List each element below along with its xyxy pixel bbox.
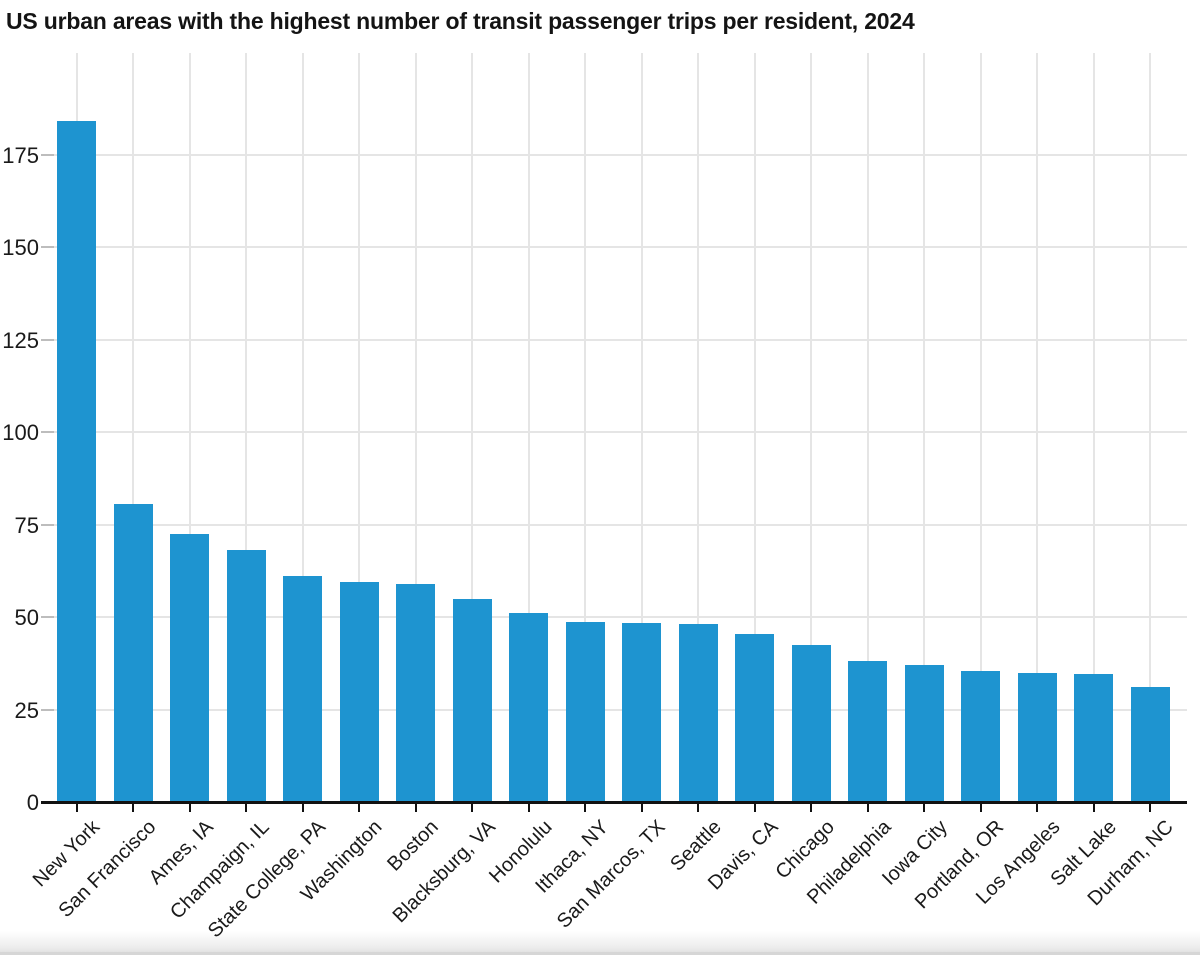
x-axis-tick [414,804,417,812]
y-axis-tick-label: 100 [2,420,39,445]
y-gridline [54,246,1187,248]
x-axis-tick [753,804,756,812]
x-gridline [1092,53,1095,802]
x-gridline [979,53,982,802]
x-gridline [527,53,530,802]
x-axis-line [41,801,1187,804]
bar-blacksburg-va [452,598,492,802]
x-axis-tick [923,804,926,812]
bar-boston [396,583,436,802]
y-axis-tick-label: 150 [2,235,39,260]
bar-honolulu [509,613,549,802]
x-axis-tick [1149,804,1151,812]
x-axis-tick [584,804,587,812]
y-axis-tick [41,246,54,248]
x-gridline [923,53,926,802]
y-axis-tick-label: 25 [14,697,39,723]
x-axis-tick [527,804,530,812]
y-axis-tick [41,523,54,526]
bar-salt-lake [1074,674,1114,802]
chart-title: US urban areas with the highest number o… [6,8,915,34]
bar-davis-ca [735,633,775,802]
y-gridline [54,708,1187,711]
y-axis-tick-label: 175 [2,142,39,168]
bar-ames-ia [170,533,210,802]
x-axis-tick [640,804,643,812]
x-gridline [471,53,474,802]
x-gridline [301,53,304,802]
bar-iowa-city [904,665,944,802]
x-axis-tick [245,804,248,812]
x-gridline [414,53,417,802]
x-axis-tick [75,804,78,812]
bar-state-college-pa [283,576,323,802]
y-gridline [54,431,1187,433]
y-axis-tick-label: 75 [14,512,39,538]
x-axis-tick [471,804,474,812]
x-axis-tick [1092,804,1095,812]
x-gridline [1149,53,1151,802]
y-gridline [54,338,1187,341]
x-gridline [640,53,643,802]
y-axis-tick-label: 50 [14,605,39,630]
bar-washington [339,581,379,802]
x-gridline [358,53,361,802]
x-gridline [132,53,135,802]
x-gridline [584,53,587,802]
x-gridline [245,53,248,802]
bar-portland-or [961,670,1001,802]
bar-chicago [791,644,831,802]
x-axis-tick [979,804,982,812]
bar-los-angeles [1017,672,1057,802]
x-gridline [697,53,700,802]
y-axis-tick [41,708,54,711]
y-gridline [54,616,1187,618]
y-axis-tick [41,616,54,618]
x-axis-category-label: Champaign, IL [166,816,274,924]
x-gridline [753,53,756,802]
x-axis-tick [697,804,700,812]
x-axis-tick [358,804,361,812]
x-gridline [188,53,191,802]
x-gridline [810,53,813,802]
y-gridline [54,523,1187,526]
x-axis-tick [866,804,869,812]
x-axis-category-label: Blacksburg, VA [388,816,500,928]
x-gridline [1036,53,1039,802]
bar-philadelphia [848,661,888,802]
bar-durham-nc [1130,687,1170,802]
y-axis-tick [41,338,54,341]
bar-new-york [57,121,97,802]
bar-champaign-il [226,550,266,802]
y-axis-tick-label: 0 [26,790,39,815]
bar-ithaca-ny [565,621,605,802]
x-axis-tick [1036,804,1039,812]
y-axis-tick [41,431,54,433]
bar-san-francisco [113,504,153,802]
x-axis-tick [188,804,191,812]
x-axis-tick [810,804,813,812]
x-gridline [866,53,869,802]
page-bottom-strip [0,931,1200,955]
bar-seattle [678,624,718,802]
y-axis-tick [41,153,54,156]
x-axis-tick [301,804,304,812]
y-gridline [54,153,1187,156]
y-axis-tick-label: 125 [2,327,39,353]
bar-san-marcos-tx [622,622,662,802]
x-axis-tick [132,804,135,812]
